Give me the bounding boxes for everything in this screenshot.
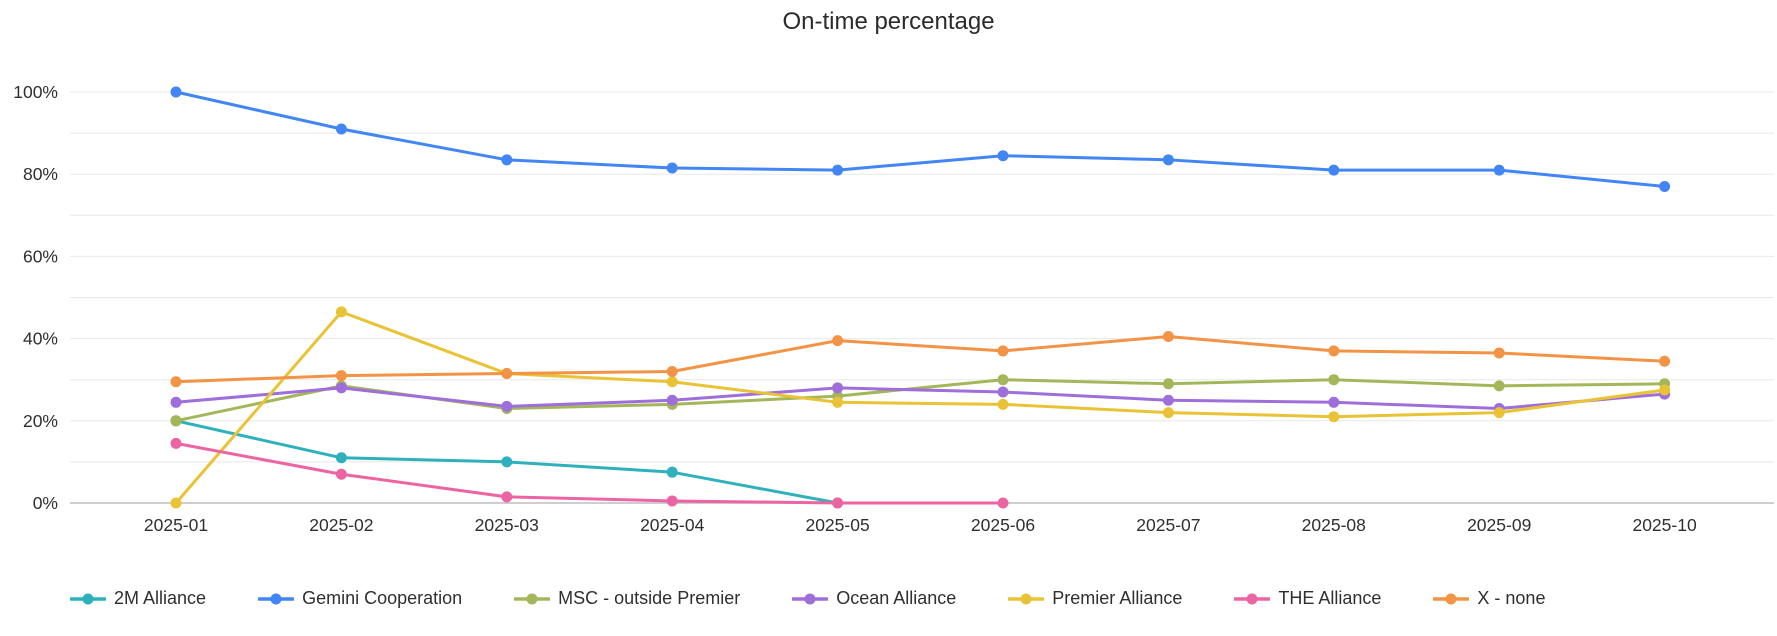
legend-item[interactable]: Ocean Alliance [792, 588, 956, 609]
data-point [1659, 355, 1671, 367]
data-point [501, 491, 513, 503]
x-axis-label: 2025-04 [640, 515, 704, 535]
data-point [1328, 396, 1340, 408]
data-point [666, 495, 678, 507]
chart-title: On-time percentage [782, 8, 995, 35]
legend-marker-icon [792, 593, 829, 604]
data-point [335, 306, 347, 318]
y-axis-label: 60% [23, 246, 58, 266]
data-point [501, 368, 513, 380]
legend-label: MSC - outside Premier [558, 588, 741, 608]
legend-marker-icon [1008, 593, 1045, 604]
data-point [1162, 331, 1174, 343]
data-point [170, 497, 182, 509]
data-point [170, 86, 182, 98]
y-axis-label: 80% [23, 164, 58, 184]
data-point [666, 466, 678, 478]
legend-item[interactable]: 2M Alliance [70, 588, 206, 609]
y-axis-label: 40% [23, 329, 58, 349]
series-line [174, 441, 1005, 505]
legend-item[interactable]: MSC - outside Premier [514, 588, 740, 609]
data-point [1162, 407, 1174, 419]
data-point [501, 400, 513, 412]
data-point [1493, 380, 1505, 392]
data-point [997, 398, 1009, 410]
data-point [335, 382, 347, 394]
data-point [335, 452, 347, 464]
legend-item[interactable]: Gemini Cooperation [258, 588, 462, 609]
data-point [1659, 384, 1671, 396]
data-point [997, 150, 1009, 162]
legend-label: Premier Alliance [1052, 588, 1183, 608]
data-point [170, 396, 182, 408]
chart-legend: 2M Alliance Gemini Cooperation MSC - outsi… [70, 588, 1545, 609]
data-point [1659, 181, 1671, 193]
data-point [997, 374, 1009, 386]
legend-item[interactable]: Premier Alliance [1008, 588, 1182, 609]
series-line [174, 310, 1667, 505]
data-point [170, 415, 182, 427]
data-point [1493, 407, 1505, 419]
x-axis-label: 2025-10 [1632, 515, 1696, 535]
x-axis-label: 2025-08 [1302, 515, 1366, 535]
data-point [666, 365, 678, 377]
data-point [1328, 374, 1340, 386]
data-point [1328, 411, 1340, 423]
x-axis-label: 2025-02 [309, 515, 373, 535]
legend-item[interactable]: THE Alliance [1234, 588, 1381, 609]
data-point [832, 382, 844, 394]
data-point [1162, 378, 1174, 390]
data-point [1328, 345, 1340, 357]
data-point [666, 376, 678, 388]
data-point [832, 164, 844, 176]
legend-label: 2M Alliance [114, 588, 207, 608]
line-chart-plot: 0% 20% 40% 60% 80% 100% 2025-01 2025-02 2025-03 2… [13, 82, 1774, 535]
x-axis-label: 2025-03 [475, 515, 539, 535]
legend-marker-icon [1234, 593, 1271, 604]
data-point [335, 370, 347, 382]
data-point [997, 345, 1009, 357]
data-point [501, 154, 513, 166]
data-point [666, 394, 678, 406]
data-point [832, 497, 844, 509]
legend-label: THE Alliance [1278, 588, 1382, 608]
series-line [174, 90, 1667, 189]
y-axis-label: 0% [33, 493, 58, 513]
data-point [832, 335, 844, 347]
x-axis-label: 2025-01 [144, 515, 208, 535]
legend-marker-icon [1433, 593, 1470, 604]
legend-marker-icon [70, 593, 106, 604]
x-axis-label: 2025-09 [1467, 515, 1531, 535]
legend-label: X - none [1477, 588, 1546, 608]
data-point [501, 456, 513, 468]
data-point [832, 396, 844, 408]
series-line [174, 386, 1667, 410]
legend-marker-icon [514, 593, 551, 604]
series-line [174, 335, 1667, 384]
legend-label: Gemini Cooperation [302, 588, 463, 608]
legend-item[interactable]: X - none [1433, 588, 1545, 609]
x-axis-label: 2025-07 [1136, 515, 1200, 535]
data-point [1162, 394, 1174, 406]
data-point [1493, 164, 1505, 176]
data-point [335, 123, 347, 135]
data-point [1328, 164, 1340, 176]
data-point [997, 497, 1009, 509]
data-point [170, 437, 182, 449]
data-point [997, 386, 1009, 398]
x-axis-label: 2025-06 [971, 515, 1035, 535]
data-point [1162, 154, 1174, 166]
data-point [1493, 347, 1505, 359]
legend-marker-icon [258, 593, 295, 604]
y-axis-label: 100% [13, 82, 58, 102]
x-axis-label: 2025-05 [805, 515, 869, 535]
data-point [170, 376, 182, 388]
data-point [335, 468, 347, 480]
y-axis-label: 20% [23, 411, 58, 431]
data-point [666, 162, 678, 174]
legend-label: Ocean Alliance [836, 588, 957, 608]
